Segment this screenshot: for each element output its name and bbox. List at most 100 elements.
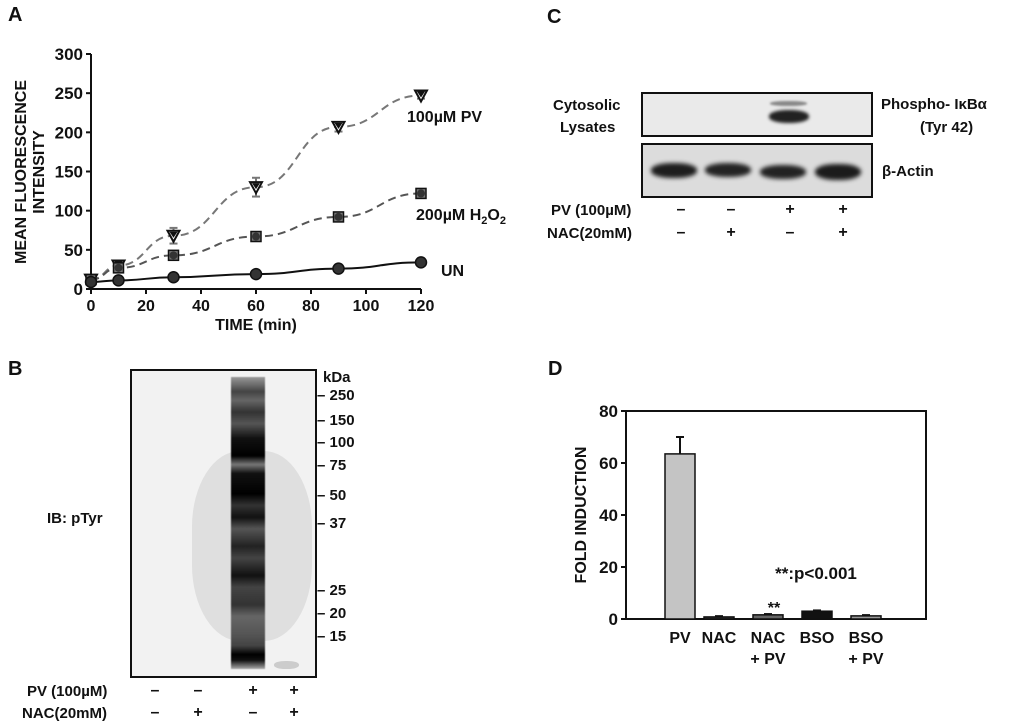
treatment-mark: + xyxy=(838,201,848,218)
x-tick-label: 40 xyxy=(192,298,210,315)
y-tick-label: 60 xyxy=(599,454,618,473)
panel-letter-b: B xyxy=(8,358,23,380)
x-tick-label: 120 xyxy=(408,298,435,315)
kda-label: kDa xyxy=(323,369,351,386)
ptyr-western-blot xyxy=(130,369,317,678)
treatment-row-label: NAC(20mM) xyxy=(22,705,108,722)
treatment-mark: + xyxy=(248,682,258,699)
treatment-mark: – xyxy=(676,201,686,218)
y-tick-label: 300 xyxy=(55,45,83,64)
series-label-un: UN xyxy=(441,263,464,280)
significance-marker: ** xyxy=(768,600,781,617)
data-point-circle xyxy=(84,275,98,289)
treatment-mark: – xyxy=(676,224,686,241)
treatment-mark: – xyxy=(785,224,795,241)
treatment-mark: – xyxy=(150,682,160,699)
kda-marker: – 250 xyxy=(317,387,355,404)
category-label: NAC xyxy=(702,630,737,647)
treatment-mark: – xyxy=(193,682,203,699)
treatment-mark: + xyxy=(726,224,736,241)
kda-marker: – 150 xyxy=(317,412,355,429)
treatment-row-label: NAC(20mM) xyxy=(547,225,633,242)
y-tick-label: 0 xyxy=(609,610,618,629)
tyr42-label: (Tyr 42) xyxy=(920,119,974,136)
nac-pv-faint-band xyxy=(274,661,299,669)
x-tick-label: 20 xyxy=(137,298,155,315)
treatment-mark: + xyxy=(838,224,848,241)
lysates-label: Lysates xyxy=(560,119,616,136)
series-label-pv: 100µM PV xyxy=(407,109,482,126)
data-point-circle xyxy=(334,212,343,221)
x-tick-label: 100 xyxy=(353,298,380,315)
treatment-mark: + xyxy=(785,201,795,218)
cytosolic-label: Cytosolic xyxy=(553,97,621,114)
panel-letter-c: C xyxy=(547,6,562,28)
category-label: PV xyxy=(669,630,691,647)
actin-band-1 xyxy=(651,163,697,178)
treatment-mark: – xyxy=(726,201,736,218)
y-tick-label: 150 xyxy=(55,163,83,182)
x-tick-label: 0 xyxy=(87,298,96,315)
y-tick-label: 80 xyxy=(599,402,618,421)
bar xyxy=(801,610,833,620)
category-label: BSO xyxy=(800,630,835,647)
y-tick-label: 200 xyxy=(55,123,83,142)
y-tick-label: 100 xyxy=(55,202,83,221)
x-axis-title: TIME (min) xyxy=(215,317,297,334)
phospho-band-upper xyxy=(770,101,807,106)
y-tick-label: 50 xyxy=(64,241,83,260)
treatment-mark: + xyxy=(289,704,299,721)
category-label: + PV xyxy=(750,651,785,668)
treatment-mark: + xyxy=(193,704,203,721)
y-axis-title: FOLD INDUCTION xyxy=(573,447,590,584)
treatment-row-label: PV (100µM) xyxy=(27,683,108,700)
phospho-band-main xyxy=(769,110,809,123)
treatment-row-label: PV (100µM) xyxy=(551,202,632,219)
svg-text:FOLD INDUCTION: FOLD INDUCTION xyxy=(573,447,590,584)
svg-text:MEAN FLUORESCENCE: MEAN FLUORESCENCE xyxy=(13,80,30,264)
category-label: + PV xyxy=(848,651,883,668)
significance-annotation: **:p<0.001 xyxy=(775,564,857,583)
actin-band-2 xyxy=(705,163,751,177)
data-point-circle xyxy=(169,251,178,260)
y-tick-label: 20 xyxy=(599,558,618,577)
category-label: NAC xyxy=(751,630,786,647)
pv-lane-smear xyxy=(231,377,265,669)
bar xyxy=(703,616,735,620)
data-point-circle xyxy=(252,232,260,241)
bar xyxy=(850,615,882,620)
category-label: BSO xyxy=(849,630,884,647)
treatment-mark: – xyxy=(150,704,160,721)
kda-marker: – 100 xyxy=(317,434,355,451)
kda-marker: – 20 xyxy=(317,605,347,622)
data-point-circle xyxy=(249,267,263,281)
bar xyxy=(664,453,696,620)
data-point-circle xyxy=(417,189,425,198)
kda-marker: – 37 xyxy=(317,515,347,532)
y-tick-label: 250 xyxy=(55,84,83,103)
y-tick-label: 40 xyxy=(599,506,618,525)
bar-chart-fold-induction: 0 20 40 60 80 FOLD INDUCTION PV NAC NAC + PV BSO BS… xyxy=(573,402,927,668)
line-chart-fluorescence: 0 50 100 150 200 250 300 0 20 40 60 80 100 120 TIME (m… xyxy=(13,45,506,334)
phospho-ikba-blot xyxy=(641,92,873,137)
kda-marker: – 75 xyxy=(317,457,347,474)
treatment-mark: – xyxy=(248,704,258,721)
x-tick-label: 80 xyxy=(302,298,320,315)
beta-actin-blot xyxy=(641,143,873,198)
y-tick-label: 0 xyxy=(74,280,83,299)
data-point-circle xyxy=(332,262,345,275)
data-point-circle xyxy=(114,263,123,272)
actin-band-3 xyxy=(760,165,806,179)
phospho-ikba-label: Phospho- IκBα xyxy=(881,96,987,113)
kda-marker: – 25 xyxy=(317,582,347,599)
panel-letter-a: A xyxy=(8,4,23,26)
svg-text:INTENSITY: INTENSITY xyxy=(31,130,48,214)
panel-letter-d: D xyxy=(548,358,563,380)
kda-marker: – 15 xyxy=(317,628,347,645)
series-label-h2o2: 200µM H2O2 xyxy=(416,207,506,227)
treatment-mark: + xyxy=(289,682,299,699)
actin-band-4 xyxy=(815,164,861,180)
x-tick-label: 60 xyxy=(247,298,265,315)
kda-marker: – 50 xyxy=(317,487,347,504)
data-point-circle xyxy=(167,271,180,284)
